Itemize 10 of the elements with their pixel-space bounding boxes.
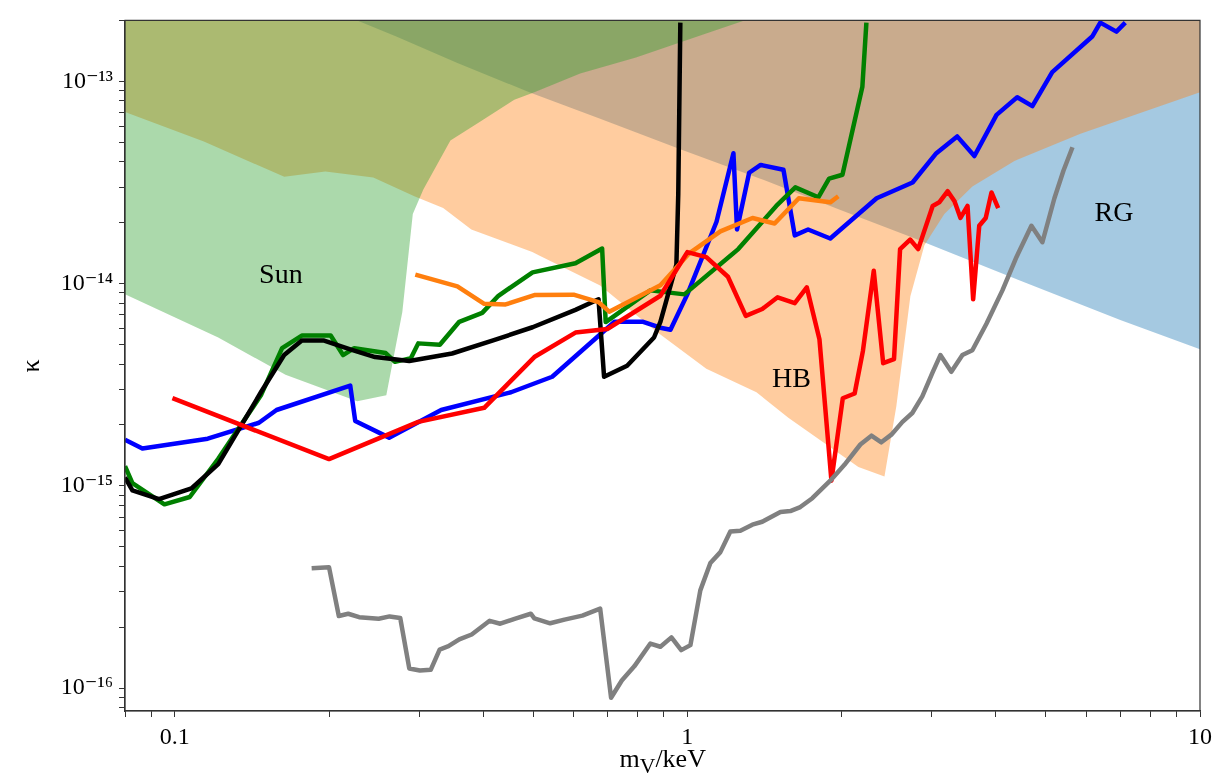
x-tick-label: 0.1 (159, 722, 190, 749)
y-tick-label: 10⁻¹⁶ (60, 673, 113, 700)
x-tick-label: 10 (1188, 722, 1212, 749)
series-label: Sun (259, 258, 303, 290)
series-label: RG (1094, 196, 1134, 228)
y-tick-label: 10⁻¹⁴ (60, 268, 113, 295)
y-axis-title: κ (15, 359, 46, 373)
y-tick-label: 10⁻¹³ (61, 66, 113, 93)
y-tick-label: 10⁻¹⁵ (60, 471, 113, 498)
series-label: HB (772, 361, 811, 393)
